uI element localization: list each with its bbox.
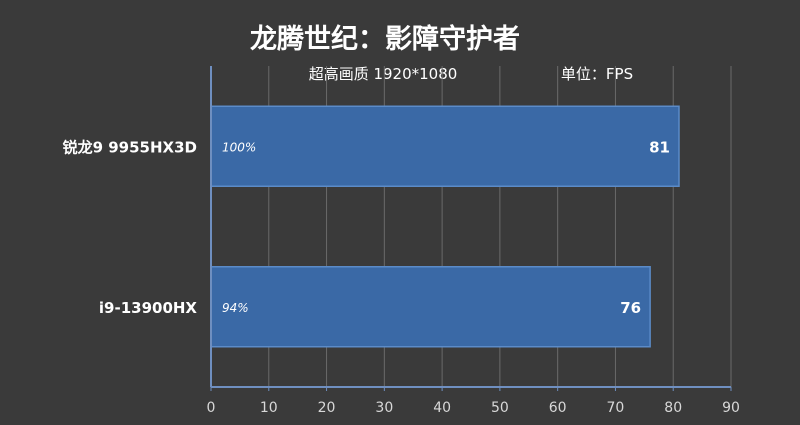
percent-label-0: 100% — [222, 140, 256, 154]
x-tick-label-80: 80 — [664, 400, 682, 416]
bars — [210, 105, 680, 348]
category-label-1: i9-13900HX — [99, 299, 198, 317]
value-label-0: 81 — [649, 138, 670, 156]
x-tick-label-10: 10 — [260, 400, 278, 416]
x-tick-label-0: 0 — [207, 400, 216, 416]
bar-0 — [210, 105, 680, 187]
x-tick-label-90: 90 — [722, 400, 740, 416]
x-tick-label-50: 50 — [491, 400, 509, 416]
x-tick-label-70: 70 — [607, 400, 625, 416]
bar-1 — [210, 266, 651, 348]
unit-label: 单位：FPS — [561, 65, 633, 83]
category-label-0: 锐龙9 9955HX3D — [63, 138, 197, 156]
axes — [210, 66, 732, 391]
chart-subtitle: 超高画质 1920*1080 — [309, 65, 458, 83]
x-tick-label-30: 30 — [375, 400, 393, 416]
x-tick-label-40: 40 — [433, 400, 451, 416]
labels: 0 10 20 30 40 50 60 70 80 90 锐龙9 9955HX3D 100% 81 i9-… — [63, 138, 740, 416]
x-tick-label-20: 20 — [318, 400, 336, 416]
value-label-1: 76 — [620, 299, 641, 317]
chart-title: 龙腾世纪：影障守护者 — [250, 23, 520, 55]
x-tick-label-60: 60 — [549, 400, 567, 416]
percent-label-1: 94% — [222, 301, 249, 315]
